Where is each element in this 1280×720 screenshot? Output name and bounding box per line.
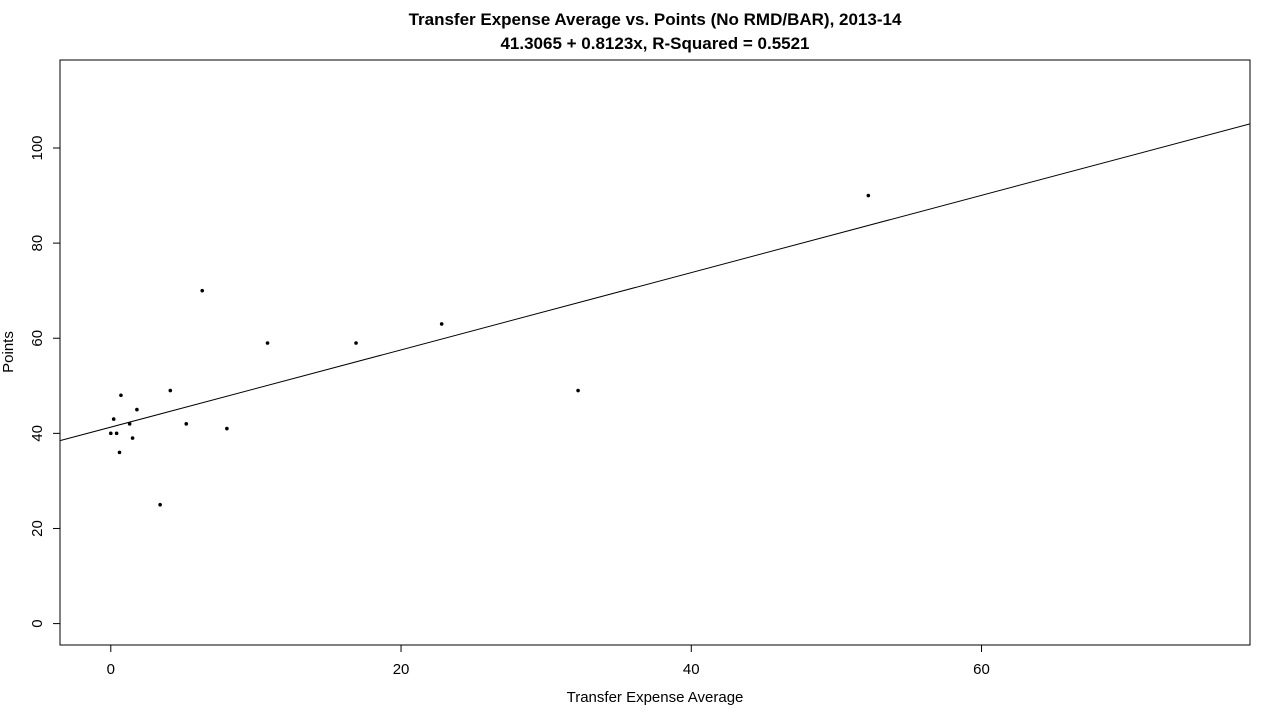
data-point (225, 426, 229, 431)
chart-title: Transfer Expense Average vs. Points (No … (409, 10, 902, 29)
y-axis-label: Points (0, 331, 17, 373)
data-point (200, 288, 205, 293)
x-axis-label: Transfer Expense Average (567, 689, 744, 706)
x-tick-label: 0 (107, 661, 115, 678)
data-point (184, 422, 189, 426)
y-tick-label: 40 (29, 425, 46, 442)
x-axis: 0 20 40 60 (107, 644, 990, 678)
data-point (114, 431, 119, 436)
plot-frame (59, 59, 1251, 646)
data-point (168, 388, 173, 393)
data-point (576, 388, 580, 393)
x-tick-label: 60 (973, 661, 990, 678)
y-tick-label: 0 (29, 619, 46, 627)
data-point (119, 393, 123, 398)
data-point (108, 431, 113, 436)
y-axis: 0 20 40 60 80 100 (29, 135, 61, 628)
plot-area (59, 123, 1251, 507)
y-tick-label: 20 (29, 520, 46, 537)
chart-subtitle: 41.3065 + 0.8123x, R-Squared = 0.5521 (500, 34, 809, 53)
data-point (439, 322, 444, 326)
regression-line (59, 123, 1251, 442)
y-tick-label: 100 (29, 135, 46, 160)
data-point (127, 422, 132, 426)
y-tick-label: 80 (29, 235, 46, 252)
data-point (158, 502, 162, 507)
data-point (354, 341, 358, 345)
data-point (135, 407, 139, 412)
data-point (130, 436, 135, 440)
y-tick-label: 60 (29, 330, 46, 347)
data-point (866, 193, 871, 198)
x-tick-label: 40 (683, 661, 700, 678)
x-tick-label: 20 (393, 661, 410, 678)
data-point (265, 341, 270, 345)
data-point (117, 450, 122, 455)
data-point (111, 417, 116, 421)
